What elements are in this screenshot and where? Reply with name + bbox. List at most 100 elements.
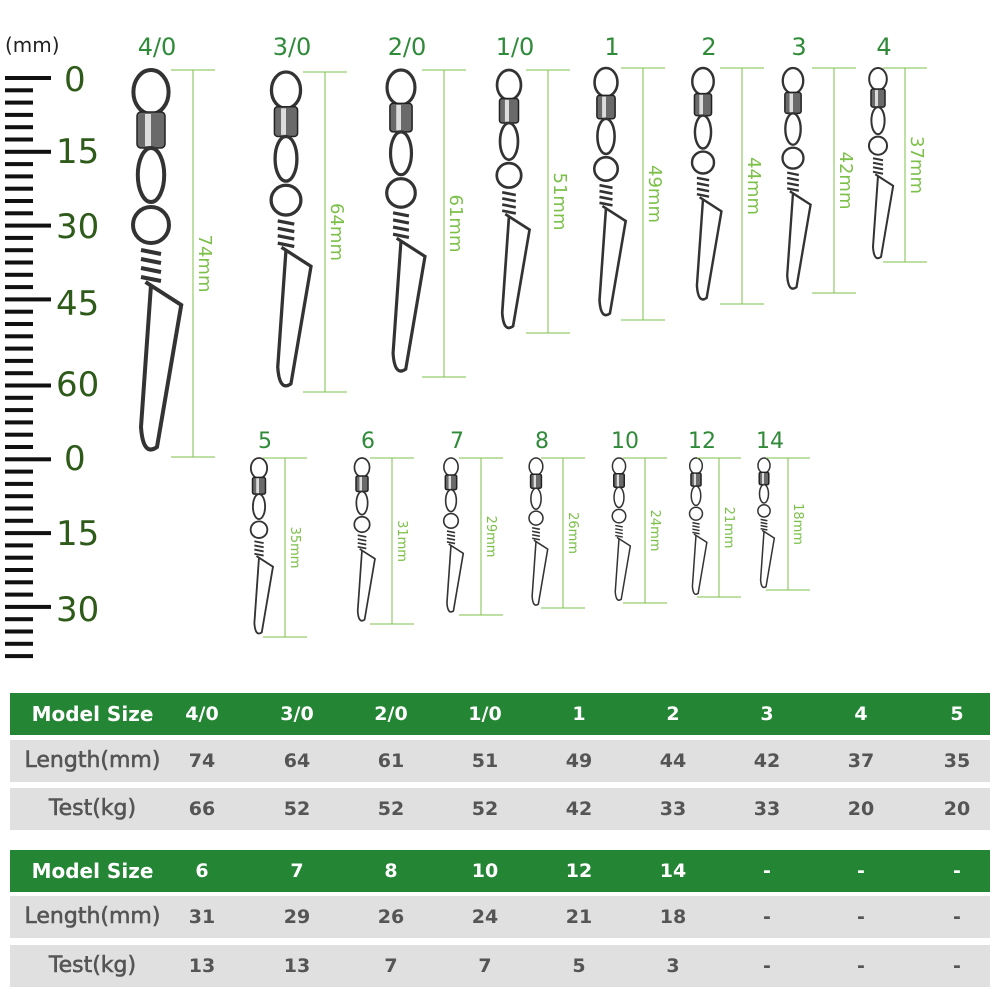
size-label: 4 <box>876 33 891 61</box>
ruler-tick <box>5 408 33 413</box>
table-cell: 44 <box>659 750 687 772</box>
table-cell: 42 <box>565 798 593 820</box>
snap-clip <box>500 212 532 330</box>
coil <box>254 548 264 553</box>
swivel-item: 5 35mm <box>249 429 307 638</box>
row-label: Length(mm) <box>24 904 161 930</box>
swivel-item: 7 29mm <box>442 429 503 616</box>
model-size-row: Model Size 6 7 8 10 12 14 - - - <box>10 850 990 892</box>
eye-loop <box>528 457 544 476</box>
eye-loop <box>353 457 371 478</box>
table-cell: 4 <box>854 703 868 725</box>
barrel-highlight <box>789 93 793 113</box>
coil <box>140 248 162 256</box>
dimension-line: 42mm <box>812 67 856 294</box>
coil <box>501 190 517 197</box>
length-label: 37mm <box>906 136 927 194</box>
table-cell: 52 <box>471 798 499 820</box>
ruler-tick <box>5 162 33 167</box>
length-label: 26mm <box>565 512 580 554</box>
ruler-tick <box>5 481 33 486</box>
table-cell: 52 <box>283 798 311 820</box>
swivel-item: 12 21mm <box>688 429 741 598</box>
table-cell: 24 <box>471 906 499 928</box>
snap-clip <box>138 280 184 452</box>
split-ring <box>867 135 889 156</box>
coil <box>786 187 800 192</box>
swivel-item: 1 49mm <box>592 33 665 321</box>
ruler-tick <box>5 580 33 585</box>
snap-clip <box>691 533 708 596</box>
split-ring <box>269 183 303 217</box>
ruler-tick <box>5 248 33 253</box>
dimension-line: 24mm <box>623 457 667 604</box>
size-label: 4/0 <box>138 33 177 61</box>
snap-clip <box>356 548 376 622</box>
length-label: 49mm <box>644 165 665 223</box>
table-cell: 31 <box>188 906 216 928</box>
ruler-tick <box>5 604 51 609</box>
split-ring <box>353 515 371 534</box>
size-label: 14 <box>756 429 784 454</box>
split-ring <box>781 146 805 170</box>
eye-loop <box>611 457 627 476</box>
split-ring <box>131 205 171 245</box>
coil <box>615 524 623 528</box>
coil <box>786 176 800 182</box>
swivel-item: 8 26mm <box>528 429 585 609</box>
table-cell: 49 <box>565 750 593 772</box>
coil <box>277 226 295 234</box>
length-label: 18mm <box>790 503 805 545</box>
ruler-label: 30 <box>56 207 99 247</box>
coil <box>357 534 367 538</box>
eye-loop <box>693 114 713 150</box>
table-cell: 7 <box>478 955 492 977</box>
table-cell: 18 <box>659 906 687 928</box>
ruler-tick <box>5 432 33 437</box>
ruler-label: 15 <box>56 514 99 554</box>
barrel-highlight <box>602 96 606 118</box>
length-label: 44mm <box>743 157 764 215</box>
table-cell: 13 <box>188 955 216 977</box>
eye-loop <box>355 490 369 516</box>
coil <box>599 183 613 190</box>
swivel-item: 1/0 51mm <box>495 33 570 334</box>
eye-loop <box>269 70 303 111</box>
coil <box>357 542 367 546</box>
ruler-tick <box>5 641 33 646</box>
table-cell: 51 <box>471 750 499 772</box>
dimension-line: 37mm <box>883 67 927 263</box>
ruler-tick <box>5 309 33 314</box>
coil <box>446 537 456 541</box>
ruler-tick <box>5 174 33 179</box>
length-label: 61mm <box>445 195 466 253</box>
coil <box>786 171 800 177</box>
coil <box>696 176 710 182</box>
size-label: 2/0 <box>388 33 427 61</box>
table-cell: 10 <box>471 860 499 882</box>
coil <box>277 219 295 226</box>
dimension-line: 21mm <box>697 457 741 598</box>
ruler-tick <box>5 100 33 105</box>
row-label: Test(kg) <box>48 953 137 979</box>
coil <box>760 527 768 531</box>
coil <box>599 195 613 201</box>
ruler-tick <box>5 371 33 376</box>
dimension-line: 31mm <box>370 457 414 625</box>
length-label: 24mm <box>647 510 662 552</box>
coil <box>692 531 700 535</box>
eye-loop <box>690 485 702 507</box>
ruler-tick <box>5 555 33 560</box>
size-label: 1 <box>604 33 619 61</box>
ruler-tick <box>5 186 33 191</box>
split-ring <box>442 512 460 529</box>
ruler-tick <box>5 334 33 339</box>
coil <box>392 232 410 239</box>
size-label: 10 <box>611 429 639 454</box>
snap-clip <box>446 543 465 613</box>
length-label: 42mm <box>835 152 856 210</box>
size-label: 2 <box>701 33 716 61</box>
ruler-tick <box>5 420 33 425</box>
table-cell: 61 <box>377 750 405 772</box>
coil <box>392 218 410 225</box>
